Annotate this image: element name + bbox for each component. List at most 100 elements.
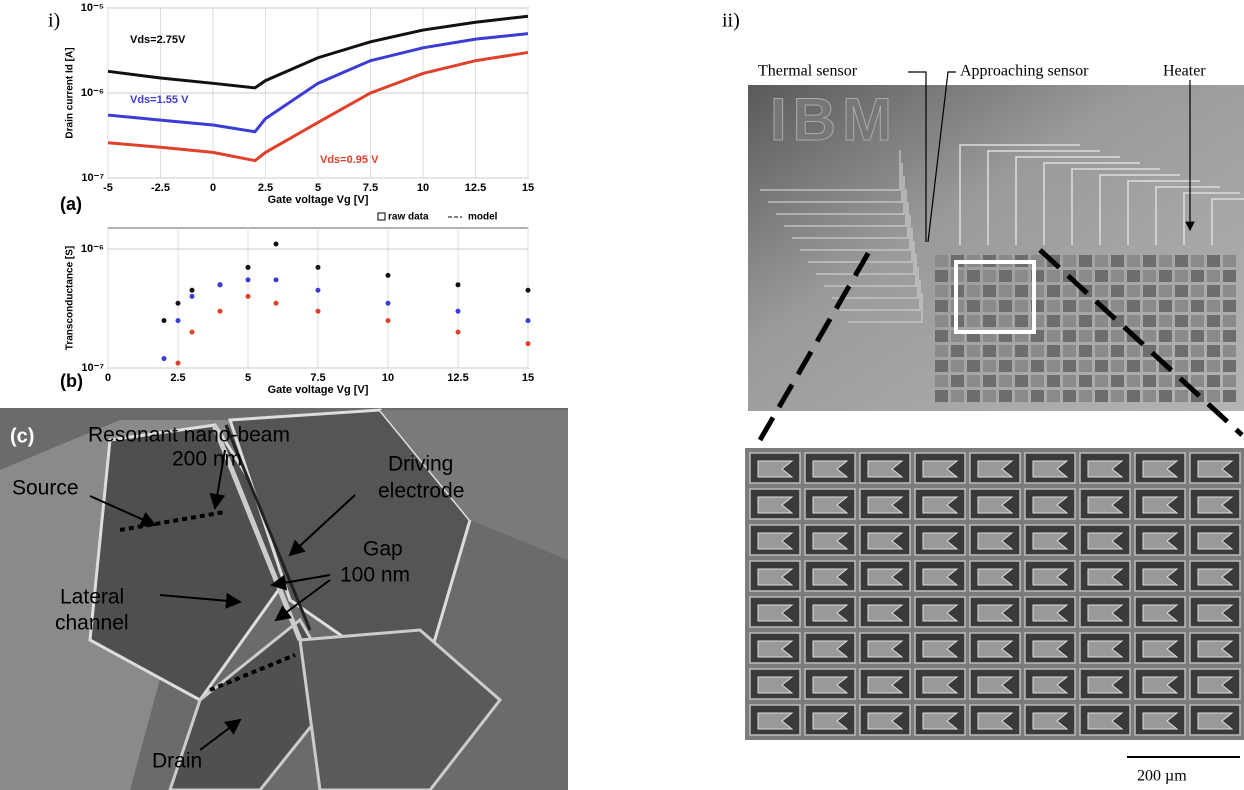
chip-cell [999, 300, 1012, 312]
chip-cell [1079, 300, 1092, 312]
chip-cell [1191, 255, 1204, 267]
chip-cell [935, 285, 948, 297]
chip-cell [1223, 390, 1236, 402]
chip-cell [1095, 315, 1108, 327]
chip-cell [1175, 300, 1188, 312]
chip-cell [983, 315, 996, 327]
chip-cell [1063, 360, 1076, 372]
panel-label: (b) [60, 371, 83, 391]
chip-cell [1175, 315, 1188, 327]
chip-cell [967, 345, 980, 357]
data-point [176, 301, 181, 306]
chip-cell [1127, 375, 1140, 387]
x-tick-label: -5 [103, 182, 113, 194]
chip-cell [1031, 360, 1044, 372]
x-tick-label: 5 [315, 182, 321, 194]
chip-cell [1207, 270, 1220, 282]
chip-cell [999, 345, 1012, 357]
chip-cell [1063, 285, 1076, 297]
chip-cell [1143, 255, 1156, 267]
chip-cell [951, 390, 964, 402]
chip-cell [967, 270, 980, 282]
chip-cell [1159, 255, 1172, 267]
chip-cell [1063, 390, 1076, 402]
sem-label: Driving [388, 453, 453, 476]
chip-cell [1031, 375, 1044, 387]
chip-cell [1175, 390, 1188, 402]
chip-cell [1223, 255, 1236, 267]
chip-cell [1175, 360, 1188, 372]
chip-cell [1127, 315, 1140, 327]
chip-cell [1095, 345, 1108, 357]
y-tick-label: 10⁻⁷ [81, 362, 104, 374]
sem-label: Lateral [60, 586, 124, 609]
chip-cell [1127, 360, 1140, 372]
chip-cell [1175, 255, 1188, 267]
data-point [218, 309, 223, 314]
chip-cell [983, 270, 996, 282]
data-point [246, 277, 251, 282]
chip-cell [999, 375, 1012, 387]
data-point [526, 288, 531, 293]
chip-cell [1207, 390, 1220, 402]
data-point [190, 288, 195, 293]
data-point [246, 265, 251, 270]
chip-image [745, 85, 1244, 757]
chip-cell [983, 390, 996, 402]
chip-cell [1191, 300, 1204, 312]
data-point [526, 318, 531, 323]
chip-cell [1127, 285, 1140, 297]
sem-label: electrode [378, 480, 464, 503]
chip-cell [1223, 330, 1236, 342]
x-tick-label: 0 [105, 372, 111, 384]
series-label: Vds=1.55 V [130, 94, 189, 106]
data-point [274, 301, 279, 306]
chip-cell [1111, 270, 1124, 282]
chip-cell [1191, 375, 1204, 387]
chip-cell [935, 375, 948, 387]
chip-cell [935, 345, 948, 357]
chip-cell [951, 345, 964, 357]
chip-cell [967, 315, 980, 327]
chip-cell [1223, 375, 1236, 387]
y-axis-title: Drain current Id [A] [65, 47, 76, 138]
chip-cell [983, 345, 996, 357]
chip-cell [1015, 315, 1028, 327]
chip-cell [1095, 285, 1108, 297]
chip-cell [1143, 270, 1156, 282]
chip-cell [1159, 345, 1172, 357]
chip-cell [1143, 300, 1156, 312]
chip-cell [999, 360, 1012, 372]
chip-cell [983, 300, 996, 312]
chip-cell [1127, 300, 1140, 312]
x-axis-title: Gate voltage Vg [V] [268, 194, 369, 206]
chip-cell [1143, 390, 1156, 402]
chip-cell [1031, 390, 1044, 402]
data-point [316, 309, 321, 314]
chip-cell [1015, 360, 1028, 372]
x-tick-label: 0 [210, 182, 216, 194]
y-tick-label: 10⁻⁷ [81, 172, 104, 184]
chip-cell [1047, 270, 1060, 282]
figure: i) ii) (c) Resonant nano-beam 200 nm Sou… [0, 0, 1244, 790]
data-point [162, 356, 167, 361]
chip-cell [1047, 345, 1060, 357]
data-point [456, 330, 461, 335]
data-point [176, 318, 181, 323]
chip-cell [1191, 360, 1204, 372]
chip-cell [1111, 390, 1124, 402]
chip-cell [1111, 345, 1124, 357]
x-tick-label: -2.5 [151, 182, 170, 194]
chip-cell [1063, 300, 1076, 312]
chip-cell [1223, 315, 1236, 327]
chip-cell [967, 375, 980, 387]
series-label: Vds=0.95 V [320, 154, 379, 166]
chip-cell [1191, 345, 1204, 357]
data-point [386, 318, 391, 323]
sem-label: Gap [363, 538, 403, 561]
chip-cell [1191, 285, 1204, 297]
chip-cell [1079, 315, 1092, 327]
chip-cell [1111, 360, 1124, 372]
chip-cell [1095, 270, 1108, 282]
sem-label: 100 nm [340, 564, 410, 587]
